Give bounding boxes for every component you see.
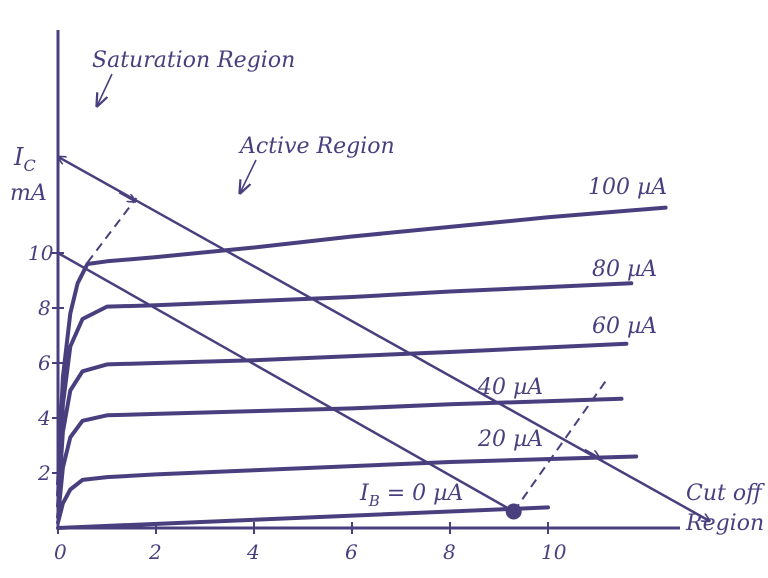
cutoff-boundary-arrow xyxy=(584,448,600,458)
characteristic-curves xyxy=(56,205,668,530)
active-region-label: Active Region xyxy=(238,134,395,159)
x-tick-label: 6 xyxy=(345,540,358,564)
load-lines xyxy=(58,157,710,521)
y-tick-label: 6 xyxy=(38,351,51,375)
x-tick-label: 10 xyxy=(541,540,567,564)
saturation-boundary-arrow xyxy=(118,191,135,202)
curve-label: 20 µA xyxy=(477,427,543,452)
y-axis-symbol-letter: I xyxy=(13,143,24,171)
x-tick-label: 8 xyxy=(443,540,456,564)
active-region-pointer xyxy=(240,159,257,193)
y-axis-symbol-subscript: C xyxy=(23,156,35,175)
y-tick-label: 8 xyxy=(38,296,51,320)
x-tick-label: 0 xyxy=(54,540,67,564)
cutoff-boundary xyxy=(512,378,608,513)
curve-20-a xyxy=(56,454,639,525)
curve-80-a xyxy=(56,281,634,497)
y-axis-unit: mA xyxy=(10,181,47,206)
curve-label-subscript: B xyxy=(368,492,380,510)
curve-i-b-0-a xyxy=(56,505,550,530)
curve-label: 100 µA xyxy=(588,175,667,200)
cutoff-region-label-line1: Cut off xyxy=(686,481,765,506)
x-tick-label: 4 xyxy=(246,540,260,564)
curve-label-value: = 0 µA xyxy=(380,481,464,506)
curve-60-a xyxy=(56,341,629,508)
curve-label-symbol: I xyxy=(359,481,370,506)
saturation-region-label: Saturation Region xyxy=(92,48,295,73)
curve-labels: IB = 0 µA 20 µA 40 µA 60 µA 80 µA 100 µA xyxy=(359,175,667,510)
outer-load-line xyxy=(58,157,710,521)
curve-label: 60 µA xyxy=(592,314,657,339)
saturation-boundary xyxy=(86,197,138,264)
cutoff-region-label-line2: Region xyxy=(685,511,764,536)
x-tick-label: 2 xyxy=(148,540,162,564)
y-tick-label: 10 xyxy=(28,241,54,265)
y-axis-symbol: IC xyxy=(13,143,36,175)
y-tick-label: 4 xyxy=(37,406,51,430)
curve-label: 40 µA xyxy=(477,375,543,400)
saturation-region-pointer xyxy=(97,73,113,106)
operating-point xyxy=(505,503,522,520)
curve-label: IB = 0 µA xyxy=(359,481,463,510)
curve-label: 80 µA xyxy=(592,257,657,282)
y-tick-label: 2 xyxy=(37,461,51,485)
